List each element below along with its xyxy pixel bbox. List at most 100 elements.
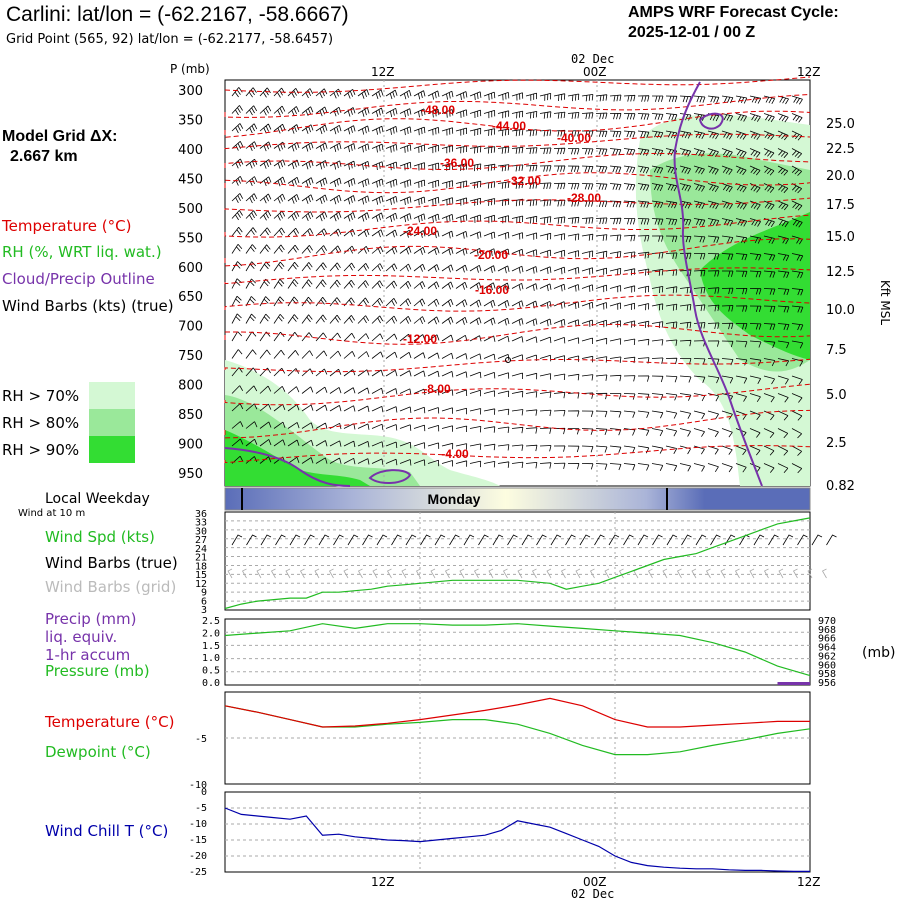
wind-barb: [679, 428, 691, 437]
wind-barb: [749, 165, 761, 176]
wind-barb: [441, 281, 454, 290]
wind-barb-true: [695, 534, 707, 546]
wind-barb: [721, 445, 733, 455]
wind-barb: [693, 375, 706, 383]
wind-barb: [749, 305, 762, 313]
wind-barb: [301, 439, 314, 447]
wind-barb: [567, 148, 580, 155]
wind-barb: [343, 143, 356, 153]
wind-barb: [427, 281, 440, 290]
axis-tick-label: 21: [195, 553, 207, 564]
wind-barb-grid: [676, 568, 682, 579]
wind-barb: [399, 161, 412, 171]
wind-barb: [301, 177, 314, 187]
pressure-unit-label: (mb): [862, 645, 896, 661]
wind-barbs-grid: [227, 568, 827, 579]
wind-barb: [553, 391, 566, 399]
legend-temperature-panel: Temperature (°C): [45, 713, 175, 731]
wind-barb: [245, 367, 257, 377]
wind-barb: [231, 210, 243, 221]
wind-barb: [371, 229, 384, 238]
wind-barb: [427, 425, 440, 432]
wind-barb: [455, 231, 468, 239]
wind-barb: [385, 144, 398, 153]
wind-barb: [693, 218, 706, 226]
wind-barb: [791, 393, 803, 403]
wind-barb: [343, 178, 356, 188]
wind-barb-true: [521, 534, 533, 546]
wind-barb: [721, 375, 734, 384]
wind-barb: [441, 127, 454, 136]
wind-barb: [301, 279, 313, 289]
wind-barb: [287, 350, 299, 359]
pressure-tick-label: 500: [178, 202, 203, 217]
wind-barb: [399, 108, 412, 118]
wind-barb: [483, 198, 496, 206]
wind-barb: [539, 147, 552, 155]
wind-barb: [539, 318, 552, 327]
axis-tick-label: -20: [189, 851, 207, 862]
wind-barb: [413, 162, 426, 171]
wind-barb: [497, 164, 510, 172]
wind-barb: [623, 463, 636, 471]
legend-temperature: Temperature (°C): [2, 217, 132, 235]
wind-barb: [371, 423, 384, 431]
wind-barb: [371, 195, 384, 205]
wind-barb-grid: [241, 568, 247, 579]
wind-barb: [735, 410, 747, 420]
wind-barb: [763, 183, 775, 193]
wind-barb: [287, 194, 300, 204]
station-marker: [505, 357, 511, 363]
wind-barb-true: [492, 534, 504, 546]
wind-barb: [777, 130, 789, 141]
wind-barb: [343, 160, 356, 170]
wind-barb: [497, 282, 510, 291]
wind-barb-true: [478, 534, 489, 546]
wind-barb: [651, 113, 664, 121]
wind-barb: [539, 300, 552, 309]
wind-barb: [259, 227, 271, 237]
wind-barb: [623, 338, 636, 346]
wind-barb: [245, 141, 258, 151]
wind-barb: [553, 199, 566, 207]
axis-tick-label: 966: [818, 634, 836, 645]
wind-barb: [693, 165, 705, 175]
wind-barb: [567, 130, 580, 137]
wind-barb: [623, 234, 636, 242]
wind-barb-grid: [778, 568, 784, 579]
wind-barb: [581, 183, 594, 190]
axis-tick-label: 2.0: [202, 628, 220, 639]
wind-barb: [651, 463, 664, 471]
wind-barb: [763, 218, 775, 228]
wind-barb: [721, 235, 734, 244]
wind-barb: [427, 213, 440, 223]
wind-barb: [399, 351, 412, 359]
wind-barb: [553, 462, 566, 469]
wind-barb: [791, 428, 802, 439]
wind-barb: [357, 89, 370, 99]
wind-barb: [721, 200, 733, 210]
wind-barb: [749, 323, 762, 330]
forecast-cycle-value: 2025-12-01 / 00 Z: [628, 24, 756, 41]
pressure-tick-label: 300: [178, 84, 203, 99]
axis-tick-label: 1.0: [202, 653, 220, 664]
wind-barb: [665, 375, 678, 383]
wind-barb: [679, 393, 692, 401]
wind-barb: [777, 200, 789, 211]
wind-barb: [693, 463, 705, 472]
wind-barb: [735, 113, 747, 122]
wind-barb: [273, 278, 285, 289]
wind-barb: [287, 296, 299, 307]
wind-barb: [679, 339, 692, 347]
wind-barb: [483, 299, 496, 308]
wind-barb: [231, 385, 244, 394]
wind-barb: [511, 128, 524, 137]
wind-barb: [791, 375, 803, 385]
wind-barb: [273, 176, 286, 187]
wind-barb: [357, 280, 369, 289]
wind-barb: [609, 410, 622, 418]
wind-barb-true: [594, 534, 605, 546]
wind-barb: [413, 316, 426, 325]
wind-barb: [357, 315, 370, 324]
wind-barb: [679, 321, 692, 329]
